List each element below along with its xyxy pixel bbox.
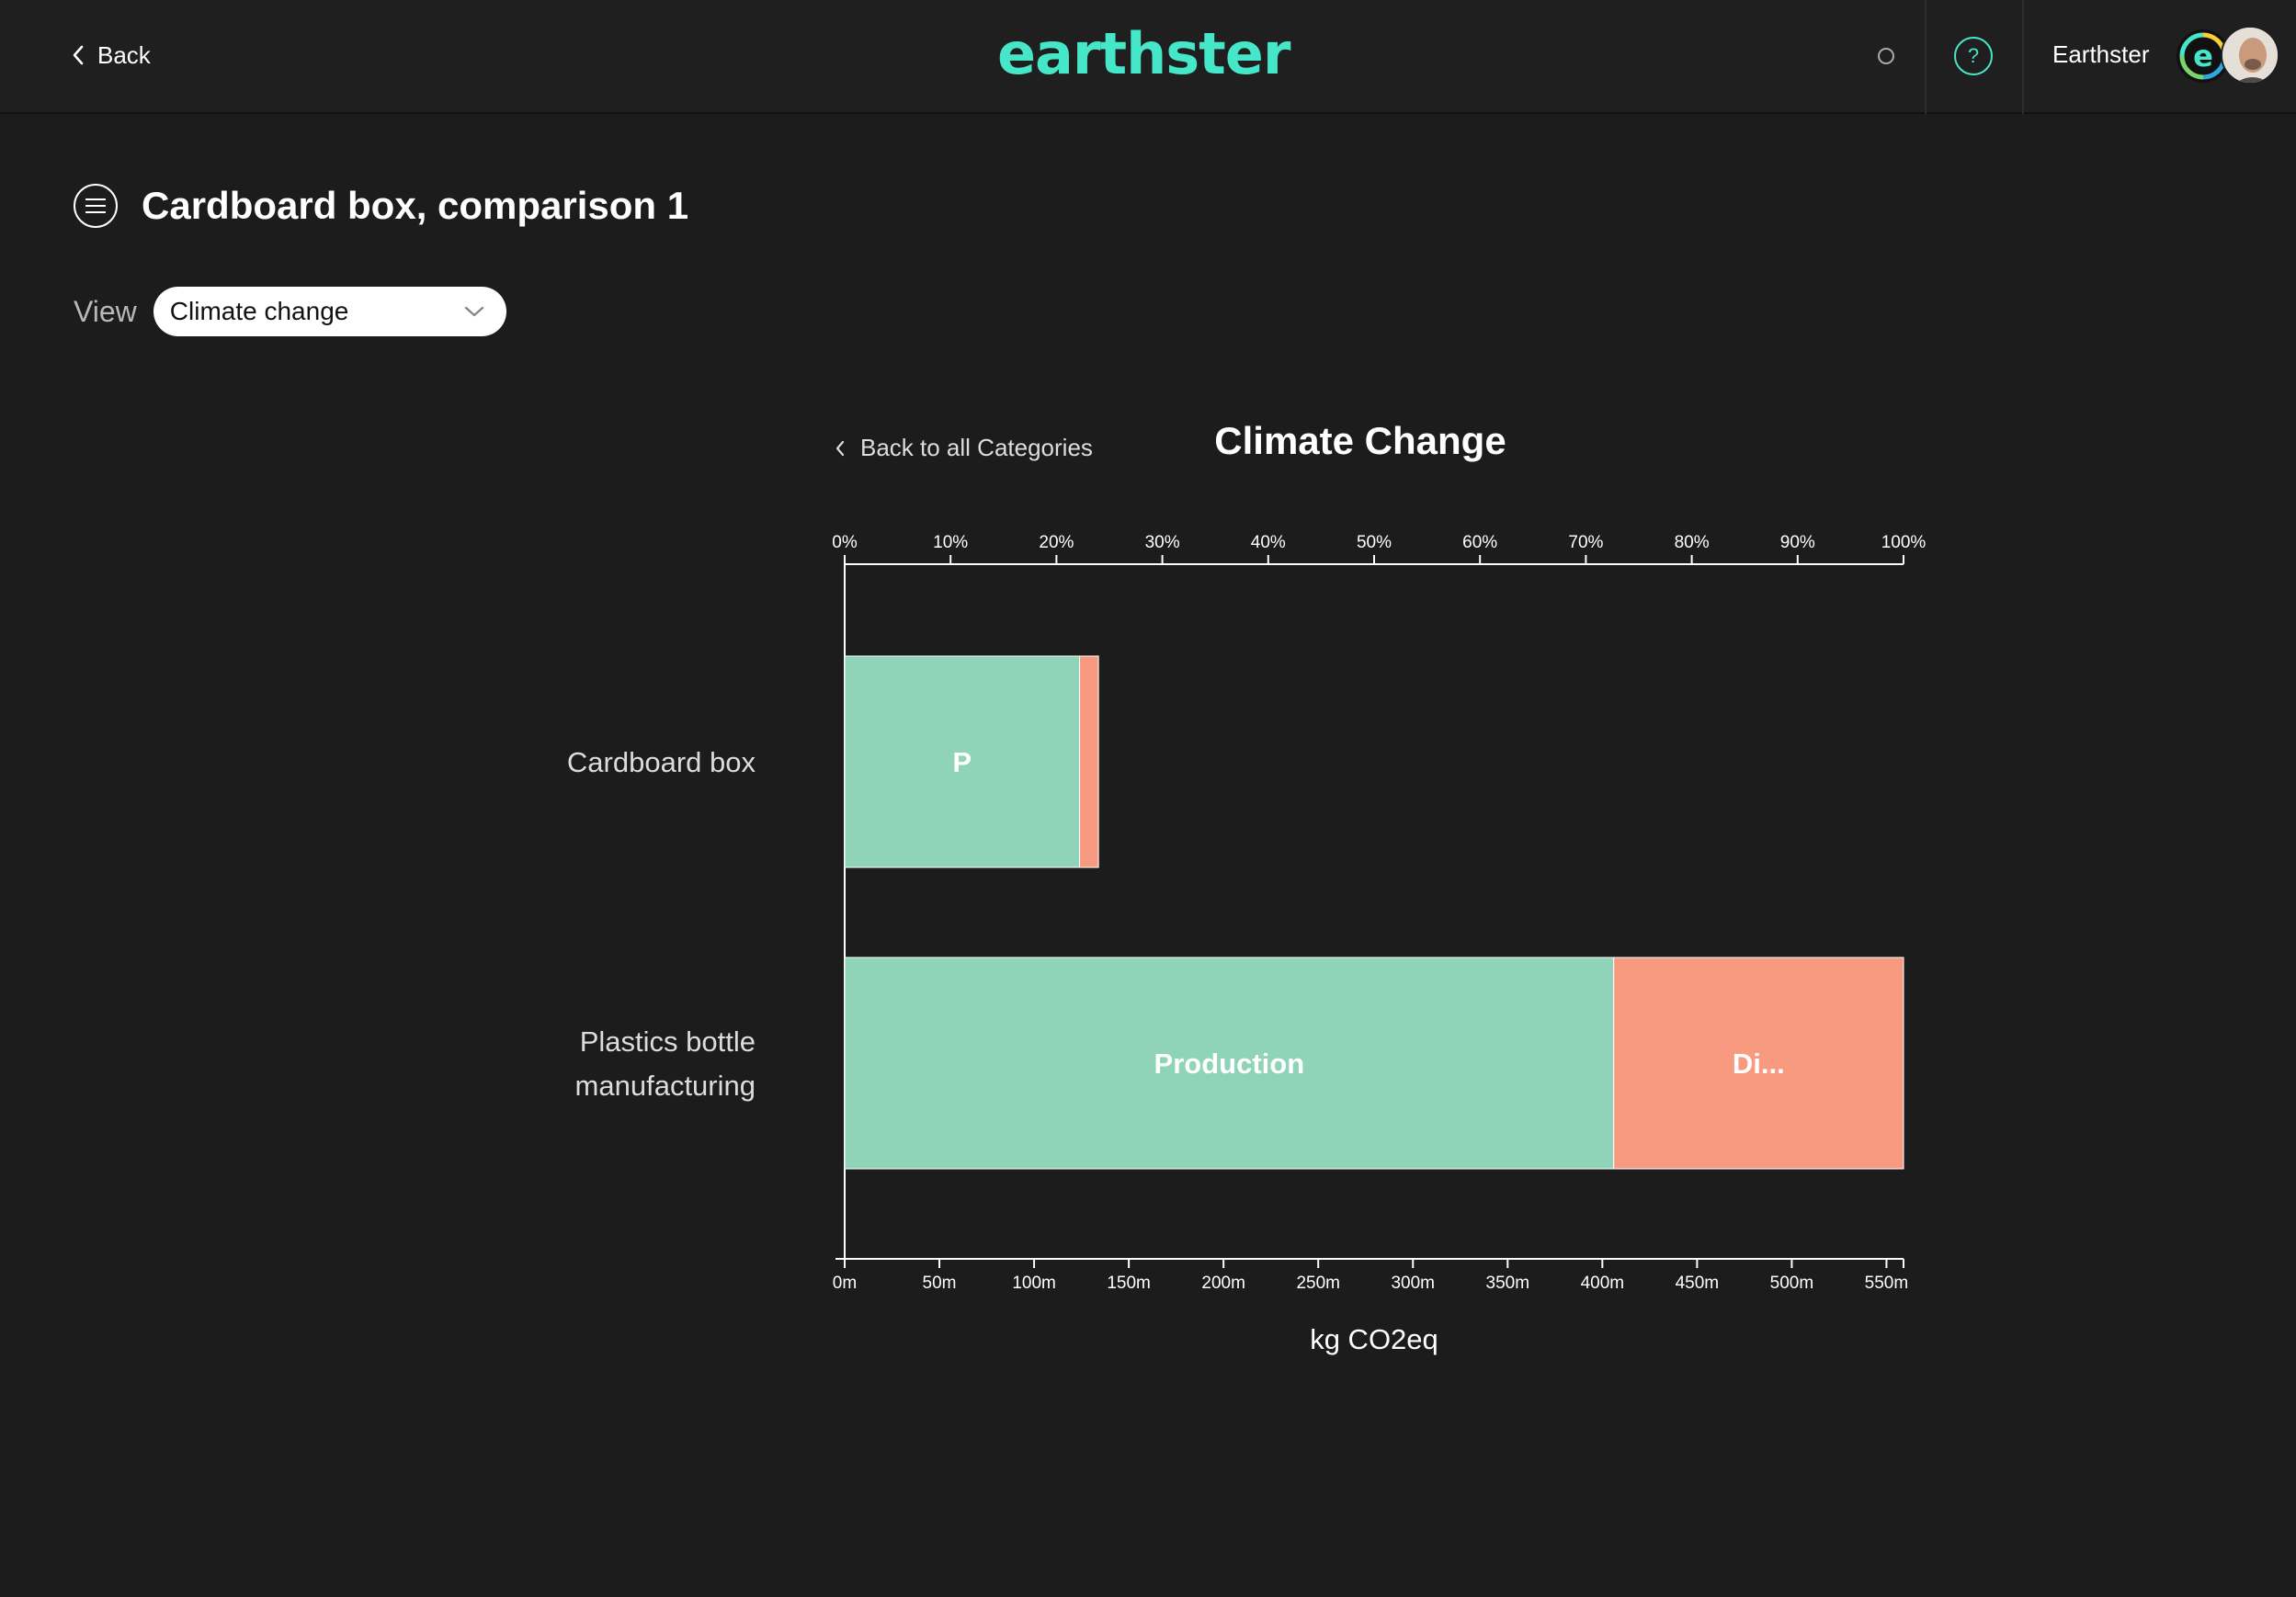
bottom-axis-tick-label: 250m <box>1296 1274 1340 1293</box>
divider <box>1925 0 1927 114</box>
category-label: manufacturing <box>575 1070 756 1102</box>
logo-text: earthster <box>997 19 1290 87</box>
top-axis-tick-label: 80% <box>1675 533 1710 552</box>
top-axis-tick-label: 20% <box>1039 533 1074 552</box>
user-avatar[interactable] <box>2221 26 2279 85</box>
view-select[interactable]: Climate change <box>153 287 506 336</box>
category-label: Plastics bottle <box>580 1025 756 1058</box>
menu-icon[interactable] <box>74 184 118 228</box>
top-axis-tick-label: 40% <box>1251 533 1286 552</box>
chevron-down-icon <box>464 306 483 317</box>
view-label: View <box>74 294 137 328</box>
view-selector-row: View Climate change <box>74 287 506 336</box>
bar-segment-label: Di... <box>1733 1048 1785 1080</box>
status-circle-icon[interactable] <box>1878 48 1894 64</box>
back-to-categories-link[interactable]: Back to all Categories <box>835 434 1093 462</box>
bar-segment <box>844 655 1081 868</box>
chart-title: Climate Change <box>1214 419 1506 462</box>
top-axis-tick-label: 0% <box>832 533 858 552</box>
help-icon[interactable]: ? <box>1954 37 1993 75</box>
top-axis-tick-label: 90% <box>1780 533 1815 552</box>
bottom-axis-tick-label: 350m <box>1486 1274 1530 1293</box>
earthster-logo[interactable]: earthster <box>997 17 1290 90</box>
bottom-axis-tick-label: 450m <box>1676 1274 1720 1293</box>
top-axis-tick-label: 60% <box>1462 533 1497 552</box>
bar-segment <box>1613 957 1904 1170</box>
top-bar: Back earthster ? Earthster e <box>0 0 2296 114</box>
bottom-axis-tick-label: 0m <box>833 1274 857 1293</box>
chevron-left-icon <box>73 45 84 65</box>
bottom-axis-tick-label: 150m <box>1107 1274 1151 1293</box>
back-button-label: Back <box>97 40 151 69</box>
bottom-axis-tick-label: 200m <box>1201 1274 1245 1293</box>
x-axis-title: kg CO2eq <box>1310 1323 1438 1355</box>
top-axis-tick-label: 70% <box>1568 533 1603 552</box>
page-title: Cardboard box, comparison 1 <box>142 184 689 227</box>
user-name[interactable]: Earthster <box>2052 40 2150 68</box>
page-title-row: Cardboard box, comparison 1 <box>74 184 688 228</box>
divider <box>2022 0 2024 114</box>
bottom-axis-tick-label: 400m <box>1581 1274 1625 1293</box>
bar-segment <box>1079 655 1099 868</box>
bar-segment-label: Production <box>1154 1048 1305 1080</box>
bar-segment <box>844 957 1615 1170</box>
bottom-axis-tick-label: 100m <box>1012 1274 1056 1293</box>
bottom-axis-tick-label: 300m <box>1391 1274 1435 1293</box>
svg-text:e: e <box>2193 39 2213 74</box>
top-axis-tick-label: 50% <box>1357 533 1392 552</box>
org-logo-icon[interactable]: e <box>2177 29 2230 83</box>
bottom-axis-tick-label: 50m <box>923 1274 957 1293</box>
view-select-value: Climate change <box>169 297 349 325</box>
bottom-axis-tick-label: 550m <box>1865 1274 1909 1293</box>
top-axis-tick-label: 10% <box>933 533 968 552</box>
top-axis-tick-label: 30% <box>1145 533 1180 552</box>
category-label: Cardboard box <box>567 746 756 778</box>
bar-segment-label: P <box>952 746 972 778</box>
back-button[interactable]: Back <box>72 35 151 75</box>
chevron-left-icon <box>835 440 845 456</box>
back-to-categories-label: Back to all Categories <box>860 434 1093 461</box>
bottom-axis-tick-label: 500m <box>1770 1274 1814 1293</box>
top-axis-tick-label: 100% <box>1881 533 1927 552</box>
